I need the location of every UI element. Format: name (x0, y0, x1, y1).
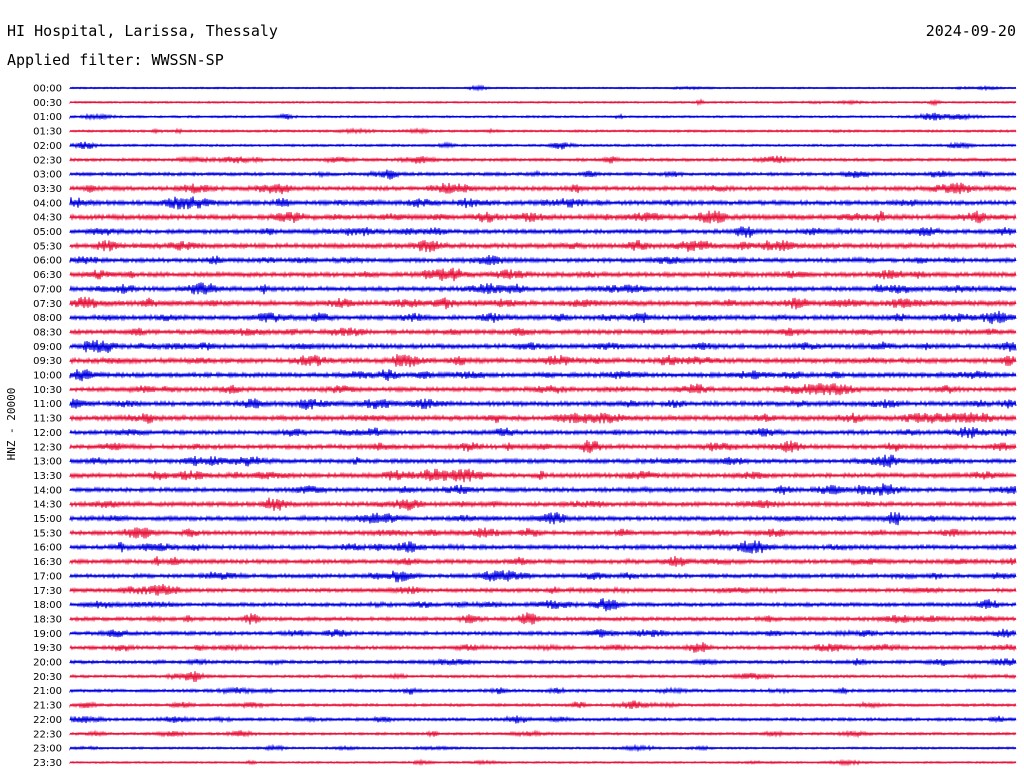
row-time-label: 15:00 (33, 514, 62, 525)
seismic-trace (69, 383, 1017, 396)
row-time-label: 08:00 (33, 313, 62, 324)
row-time-label: 01:00 (33, 112, 62, 123)
row-time-label: 09:30 (33, 356, 62, 367)
row-time-label: 20:00 (33, 658, 62, 669)
filter-label: Applied filter: WWSSN-SP (7, 51, 224, 69)
row-time-label: 04:30 (33, 213, 62, 224)
row-time-label: 13:00 (33, 457, 62, 468)
row-time-label: 11:00 (33, 399, 62, 410)
row-time-label: 23:00 (33, 744, 62, 755)
row-time-label: 02:30 (33, 155, 62, 166)
row-time-label: 19:30 (33, 643, 62, 654)
row-time-label: 10:00 (33, 371, 62, 382)
row-time-label: 08:30 (33, 327, 62, 338)
row-time-label: 00:00 (33, 84, 62, 95)
date-label: 2024-09-20 (925, 22, 1016, 40)
row-time-label: 02:00 (33, 141, 62, 152)
row-time-label: 03:00 (33, 170, 62, 181)
row-time-label: 03:30 (33, 184, 62, 195)
row-time-label: 23:30 (33, 758, 62, 769)
row-time-label: 06:00 (33, 256, 62, 267)
row-time-label: 16:00 (33, 543, 62, 554)
row-time-label: 19:00 (33, 629, 62, 640)
row-time-label: 12:00 (33, 428, 62, 439)
row-time-label: 07:30 (33, 299, 62, 310)
row-time-label: 05:30 (33, 241, 62, 252)
row-time-label: 18:00 (33, 600, 62, 611)
row-time-label: 09:00 (33, 342, 62, 353)
row-time-label: 21:30 (33, 701, 62, 712)
row-time-label: 13:30 (33, 471, 62, 482)
row-time-label: 16:30 (33, 557, 62, 568)
row-time-label: 12:30 (33, 442, 62, 453)
row-time-label: 05:00 (33, 227, 62, 238)
row-time-label: 07:00 (33, 284, 62, 295)
row-time-label: 15:30 (33, 528, 62, 539)
row-time-label: 17:30 (33, 586, 62, 597)
row-time-label: 01:30 (33, 127, 62, 138)
row-time-label: 10:30 (33, 385, 62, 396)
row-time-label: 14:30 (33, 500, 62, 511)
row-time-label: 11:30 (33, 414, 62, 425)
row-time-label: 14:00 (33, 485, 62, 496)
row-time-label: 06:30 (33, 270, 62, 281)
row-time-label: 22:30 (33, 729, 62, 740)
row-time-label: 17:00 (33, 571, 62, 582)
row-time-label: 04:00 (33, 198, 62, 209)
station-title: HI Hospital, Larissa, Thessaly (7, 22, 278, 40)
row-time-label: 21:00 (33, 686, 62, 697)
row-time-label: 18:30 (33, 614, 62, 625)
row-time-label: 20:30 (33, 672, 62, 683)
row-time-label: 00:30 (33, 98, 62, 109)
row-time-label: 22:00 (33, 715, 62, 726)
